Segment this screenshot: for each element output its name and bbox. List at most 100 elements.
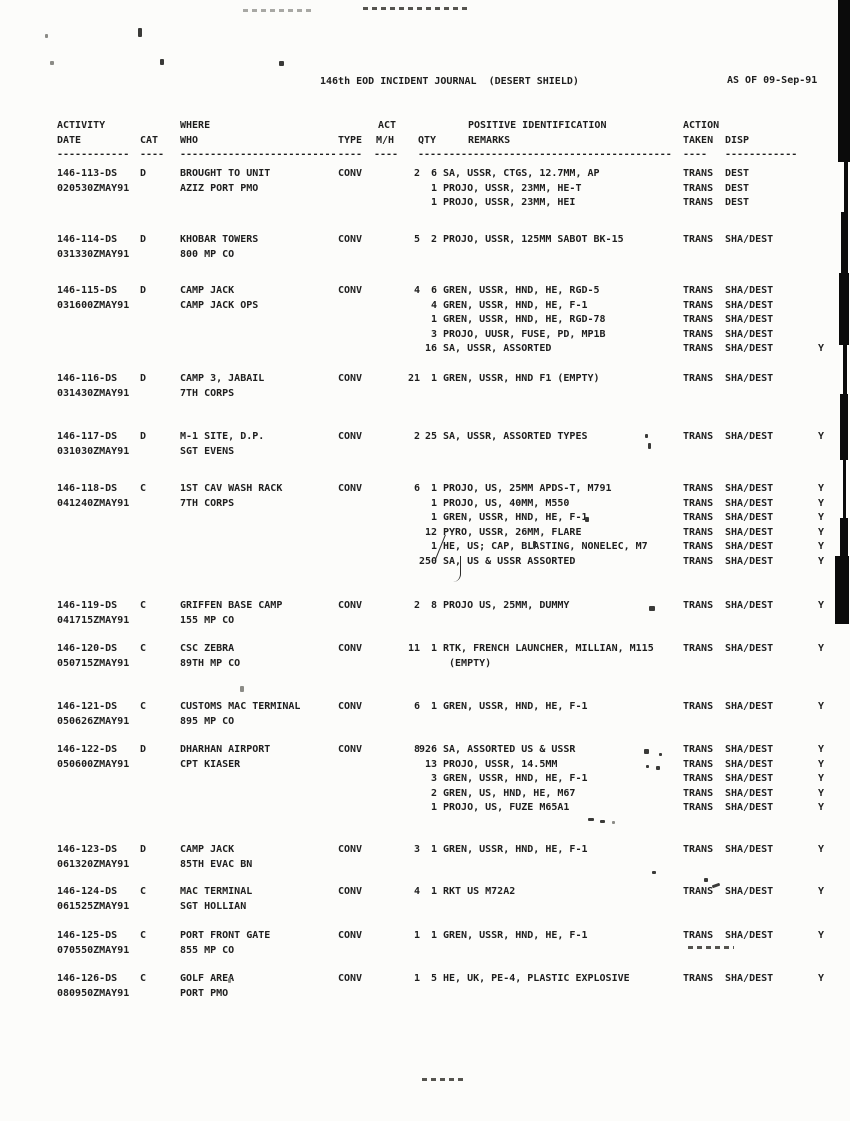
page-title: 146th EOD INCIDENT JOURNAL (DESERT SHIEL… [320, 76, 579, 87]
disposition: SHA/DEST [725, 373, 774, 384]
positive-id-remarks: PYRO, USSR, 26MM, FLARE [443, 526, 582, 538]
record-line: 050600ZMAY91 CPT KIASER 13 PROJO, USSR, 14.… [0, 759, 850, 774]
date-time-group: 031430ZMAY91 [57, 387, 130, 399]
who: CPT KIASER [180, 758, 241, 770]
disposition: SHA/DEST [725, 701, 774, 712]
disposition: SHA/DEST [725, 930, 774, 941]
where: MAC TERMINAL [180, 886, 253, 897]
col-taken-label: TAKEN [683, 135, 714, 146]
category: C [140, 701, 147, 712]
date-time-group: 041715ZMAY91 [57, 614, 130, 626]
disp-flag: Y [818, 600, 825, 611]
header-underline: ------------ [57, 149, 130, 160]
action-taken: TRANS [683, 973, 714, 984]
disp-flag: Y [818, 844, 825, 855]
item-qty: 1 [430, 373, 437, 384]
header-underline-row: ------------ ---- ------------------------… [0, 149, 850, 164]
positive-id-remarks: PROJO, UUSR, FUSE, PD, MP1B [443, 328, 606, 340]
disp-flag: Y [818, 497, 825, 509]
disposition: SHA/DEST [725, 314, 774, 326]
record-line: 3 PROJO, UUSR, FUSE, PD, MP1B TRANS SHA/DES… [0, 329, 850, 344]
disposition: SHA/DEST [725, 512, 774, 524]
positive-id-remarks: PROJO, USSR, 23MM, HE-T [443, 182, 582, 194]
date-time-group: 031330ZMAY91 [57, 248, 130, 260]
as-of-date: AS OF 09-Sep-91 [727, 75, 818, 86]
date-time-group: 041240ZMAY91 [57, 497, 130, 509]
action-taken: TRANS [683, 555, 714, 567]
record-id: 146-117-DS [57, 431, 118, 442]
disp-flag: Y [818, 431, 825, 442]
who: AZIZ PORT PMO [180, 182, 259, 194]
positive-id-remarks: GREN, USSR, HND, HE, F-1 [443, 773, 588, 785]
disp-flag: Y [818, 526, 825, 538]
disposition: SHA/DEST [725, 744, 774, 755]
incident-type: CONV [338, 373, 363, 384]
action-taken: TRANS [683, 600, 714, 611]
who: CAMP JACK OPS [180, 299, 259, 311]
disposition: SHA/DEST [725, 299, 774, 311]
item-qty: 1 [430, 197, 437, 209]
category: D [140, 744, 147, 755]
disposition: SHA/DEST [725, 973, 774, 984]
category: C [140, 886, 147, 897]
incident-type: CONV [338, 643, 363, 654]
item-qty: 1 [430, 701, 437, 712]
record-line: 1 PROJO, US, FUZE M65A1 TRANS SHA/DEST Y [0, 802, 850, 817]
where: KHOBAR TOWERS [180, 234, 259, 245]
record-line: 1 PROJO, USSR, 23MM, HEI TRANS DEST [0, 197, 850, 212]
date-time-group: 061525ZMAY91 [57, 900, 130, 912]
record-id: 146-126-DS [57, 973, 118, 984]
item-qty: 1 [430, 314, 437, 326]
item-qty: 1 [430, 512, 437, 524]
record-line: 146-119-DS C GRIFFEN BASE CAMP CONV 2 8 PROJO … [0, 600, 850, 615]
record-line: 146-115-DS D CAMP JACK CONV 4 6 GREN, USSR, HN… [0, 285, 850, 300]
disposition: SHA/DEST [725, 886, 774, 897]
act-man-hours: 6 [413, 483, 420, 494]
action-taken: TRANS [683, 512, 714, 524]
date-time-group: 080950ZMAY91 [57, 987, 130, 999]
action-taken: TRANS [683, 299, 714, 311]
record-line: 146-118-DS C 1ST CAV WASH RACK CONV 6 1 PROJO,… [0, 483, 850, 498]
where: PORT FRONT GATE [180, 930, 271, 941]
where: CAMP JACK [180, 285, 235, 296]
disposition: SHA/DEST [725, 431, 774, 442]
disp-flag: Y [818, 483, 825, 494]
record-line: 250 SA, US & USSR ASSORTED TRANS SHA/DEST Y [0, 556, 850, 571]
record-line: 146-121-DS C CUSTOMS MAC TERMINAL CONV 6 1 GRE… [0, 701, 850, 716]
col-cat-label: CAT [140, 135, 159, 146]
record-line: 020530ZMAY91 AZIZ PORT PMO 1 PROJO, USSR, 2… [0, 183, 850, 198]
disposition: SHA/DEST [725, 234, 774, 245]
journal-record: 146-115-DS D CAMP JACK CONV 4 6 GREN, USSR, HN… [0, 285, 850, 358]
positive-id-remarks: GREN, USSR, HND, HE, F-1 [443, 299, 588, 311]
item-qty: 6 [430, 285, 437, 296]
table-header-row-1: ACTIVITY WHERE ACT POSITIVE IDENTIFICATI… [0, 120, 850, 135]
item-qty: 1 [430, 886, 437, 897]
table-header-row-2: DATE CAT WHO TYPE M/H QTY REMARKS TAKEN … [0, 135, 850, 150]
journal-record: 146-114-DS D KHOBAR TOWERS CONV 5 2 PROJO, USS… [0, 234, 850, 263]
disposition: SHA/DEST [725, 844, 774, 855]
record-id: 146-113-DS [57, 168, 118, 179]
item-qty: 1 [430, 497, 437, 509]
header-underline: ------------ [725, 149, 798, 160]
incident-type: CONV [338, 285, 363, 296]
record-line: 12 PYRO, USSR, 26MM, FLARE TRANS SHA/DEST Y [0, 527, 850, 542]
journal-record: 146-116-DS D CAMP 3, JABAIL CONV 21 1 GREN, US… [0, 373, 850, 402]
item-qty: 1 [430, 802, 437, 814]
who: 89TH MP CO [180, 657, 241, 669]
positive-id-remarks: SA, ASSORTED US & USSR [443, 744, 576, 755]
journal-record: 146-120-DS C CSC ZEBRA CONV 11 1 RTK, FRENCH L… [0, 643, 850, 672]
record-line: 146-125-DS C PORT FRONT GATE CONV 1 1 GREN, US… [0, 930, 850, 945]
action-taken: TRANS [683, 886, 714, 897]
header-underline: ---- [338, 149, 363, 160]
category: D [140, 431, 147, 442]
category: D [140, 373, 147, 384]
positive-id-remarks: SA, USSR, ASSORTED [443, 343, 552, 355]
item-qty: 25 [424, 431, 437, 442]
date-time-group: 031030ZMAY91 [57, 445, 130, 457]
disp-flag: Y [818, 973, 825, 984]
incident-type: CONV [338, 744, 363, 755]
where: BROUGHT TO UNIT [180, 168, 271, 179]
incident-type: CONV [338, 886, 363, 897]
journal-record: 146-121-DS C CUSTOMS MAC TERMINAL CONV 6 1 GRE… [0, 701, 850, 730]
col-type-label: TYPE [338, 135, 363, 146]
